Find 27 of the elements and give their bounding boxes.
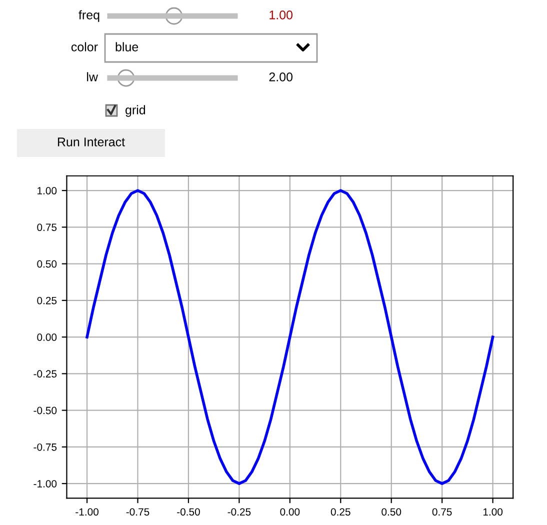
- y-tick-label: 0.00: [37, 334, 57, 341]
- text: 2.00: [269, 72, 293, 82]
- x-tick-label: 1.00: [483, 508, 503, 516]
- x-tick-label: 0.00: [280, 508, 300, 516]
- y-tick-label: -0.75: [34, 443, 57, 451]
- text: Run Interact: [58, 138, 125, 146]
- x-tick-label: 0.25: [330, 508, 350, 516]
- x-tick-label: 0.50: [382, 508, 402, 516]
- y-tick-label: 1.00: [38, 187, 57, 194]
- x-tick-label: 0.75: [432, 508, 452, 516]
- y-tick-label: 0.50: [37, 260, 57, 268]
- text: lw: [87, 72, 98, 82]
- y-tick-label: 0.25: [37, 296, 57, 304]
- y-tick-label: -0.25: [34, 370, 57, 378]
- text: 1.00: [270, 10, 293, 20]
- y-tick-label: 0.75: [37, 224, 57, 232]
- line-series: [86, 189, 494, 485]
- text: blue: [116, 42, 138, 52]
- text: grid: [126, 105, 146, 117]
- x-tick-label: -0.25: [228, 508, 251, 516]
- text: freq: [78, 10, 100, 22]
- x-tick-label: -0.50: [177, 508, 200, 516]
- y-tick-label: -0.50: [34, 406, 57, 414]
- x-tick-label: -0.75: [126, 508, 150, 516]
- x-tick-label: -1.00: [76, 508, 98, 516]
- y-tick-label: -1.00: [34, 480, 57, 488]
- text: color: [71, 42, 98, 52]
